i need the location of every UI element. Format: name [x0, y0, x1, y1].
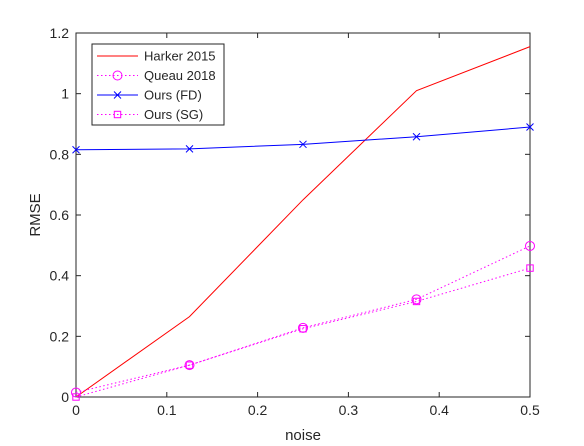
- y-tick-label: 1: [61, 86, 69, 102]
- series-1: [75, 46, 531, 398]
- data-point-x: [72, 145, 80, 154]
- data-point-x-stroke: [299, 140, 307, 149]
- legend-marker: [112, 70, 123, 81]
- legend-label: Harker 2015: [144, 49, 216, 64]
- legend-marker-stroke: [113, 91, 122, 99]
- x-tick-label: 0.1: [157, 402, 177, 418]
- y-tick-label: 1.2: [50, 25, 70, 41]
- series-line: [75, 46, 531, 398]
- y-axis-label: RMSE: [27, 193, 44, 236]
- data-point-square: [299, 325, 307, 333]
- data-point-x: [412, 132, 421, 141]
- y-tick-label: 0.6: [50, 207, 70, 223]
- data-point-square: [526, 264, 534, 272]
- series-layer: [71, 46, 535, 401]
- y-axis-ticks: 0 0.2 0.4 0.6 0.8 1 1.2: [50, 25, 530, 405]
- series-3: [72, 123, 534, 154]
- y-tick-label: 0.4: [50, 268, 70, 284]
- legend-label: Ours (SG): [144, 107, 203, 122]
- legend-label: Ours (FD): [144, 88, 202, 103]
- data-point-x-stroke: [72, 145, 80, 154]
- legend: Harker 2015 Queau 2018 Ours (FD) Ours (SG): [91, 43, 225, 126]
- x-tick-label: 0.2: [248, 402, 268, 418]
- data-point-square: [412, 297, 421, 306]
- x-axis-ticks: 0 0.1 0.2 0.3 0.4 0.5: [72, 33, 540, 418]
- x-tick-label: 0: [72, 402, 80, 418]
- data-point-x: [526, 123, 534, 131]
- data-point-x-stroke: [185, 145, 194, 153]
- data-point-x-stroke: [412, 132, 421, 141]
- legend-marker: [113, 91, 122, 99]
- y-tick-label: 0: [61, 389, 69, 405]
- x-tick-label: 0.4: [429, 402, 449, 418]
- series-line: [75, 267, 531, 398]
- x-axis-label: noise: [285, 427, 321, 444]
- data-point-x-stroke: [526, 123, 534, 131]
- series-4: [72, 264, 534, 401]
- data-point-circle: [184, 360, 195, 371]
- x-tick-label: 0.3: [339, 402, 359, 418]
- series-line: [75, 245, 531, 393]
- data-point-x: [299, 140, 307, 149]
- x-tick-label: 0.5: [520, 402, 540, 418]
- data-point-x: [185, 145, 194, 153]
- data-point-square: [72, 393, 80, 401]
- legend-label: Queau 2018: [144, 68, 216, 83]
- data-point-circle: [411, 294, 422, 305]
- data-point-square: [185, 361, 194, 369]
- y-tick-label: 0.8: [50, 146, 70, 162]
- y-tick-label: 0.2: [50, 328, 70, 344]
- legend-marker: [113, 110, 122, 119]
- data-point-circle: [525, 240, 535, 251]
